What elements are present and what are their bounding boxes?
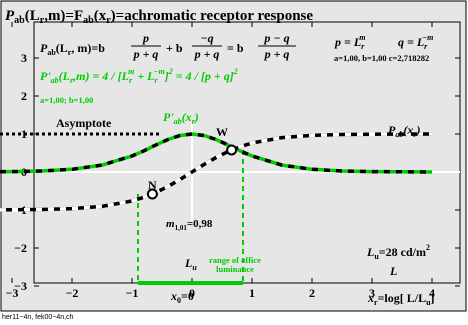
- office-range-label-1: range of office: [209, 255, 261, 265]
- point-n-label: N: [148, 178, 157, 192]
- point-n-marker: [146, 188, 158, 200]
- point-w-marker: [226, 144, 238, 156]
- fraction-3-denominator: p + q: [264, 47, 290, 61]
- fraction-2-numerator: −q: [200, 31, 213, 45]
- point-w-label: W: [216, 125, 228, 139]
- derivative-curve-dash: [0, 132, 433, 174]
- y-tick-label: 3: [21, 51, 27, 65]
- formula-response-lhs: Pab(Lr, m)=b: [40, 41, 105, 57]
- office-range-label-2: luminance: [216, 264, 254, 274]
- parameters-label-2: a=1,00; b=1,00: [40, 95, 93, 105]
- asymptote-label: Asymptote: [56, 116, 112, 130]
- x-axis-title: xr=log[ L/Lu]: [367, 291, 435, 307]
- fraction-2-denominator: p + q: [194, 47, 220, 61]
- plus-b: + b: [166, 41, 183, 55]
- formula-derivative: P'ab(Lr,m) = 4 / [Lrm + Lr−m]2 = 4 / [p …: [40, 67, 238, 85]
- chart-title: Pab(Lr,m)=Fab(xr)=achromatic receptor re…: [5, 8, 313, 26]
- fraction-1-numerator: p: [142, 31, 149, 45]
- footer-code: her11−4n, fek00−4n,ch: [2, 314, 74, 321]
- x-tick-label: 3: [369, 286, 375, 300]
- x-tick-label: 1: [249, 286, 255, 300]
- lu-label: Lu: [184, 256, 197, 272]
- x-tick-label: 4: [429, 286, 435, 300]
- fraction-1-denominator: p + q: [133, 47, 159, 61]
- x-tick-label: −1: [126, 286, 139, 300]
- adapting-luminance-value: Lu=28 cd/m2: [366, 243, 430, 261]
- x-tick-label: 2: [309, 286, 315, 300]
- x0-label: x0=0: [170, 289, 194, 305]
- x-tick-label: −3: [6, 286, 19, 300]
- response-curve-label: Pab(xr): [388, 123, 420, 139]
- l-label: L: [389, 264, 397, 278]
- x-tick-label: 0: [189, 286, 195, 300]
- parameters-label: a=1,00, b=1,00 c=2,718282: [334, 53, 429, 63]
- y-tick-label: −2: [14, 241, 27, 255]
- derivative-curve-label: P'ab(xr): [163, 110, 199, 126]
- response-curve-dash: [0, 132, 433, 212]
- equals-b: = b: [227, 41, 244, 55]
- fraction-3-numerator: p − q: [263, 31, 289, 45]
- x-tick-label: −2: [66, 286, 79, 300]
- q-definition: q = Lr−m: [398, 33, 433, 51]
- p-definition: p = Lrm: [334, 33, 366, 51]
- chart-marks: [0, 122, 460, 285]
- y-tick-label: 2: [21, 89, 27, 103]
- m-value-label: m1,01=0,98: [166, 218, 213, 232]
- y-tick-label: −3: [14, 279, 27, 293]
